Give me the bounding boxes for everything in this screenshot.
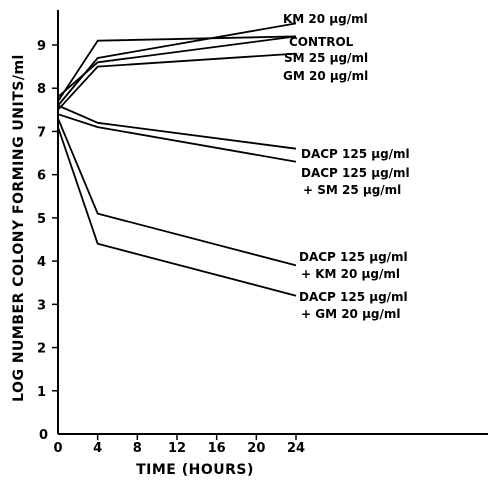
series-line bbox=[57, 35, 297, 102]
series-line bbox=[57, 35, 297, 98]
y-tick-label: 7 bbox=[37, 125, 46, 140]
series-lines bbox=[57, 22, 297, 297]
series-label: DACP 125 μg/ml + KM 20 μg/ml bbox=[299, 250, 408, 281]
y-tick-label: 1 bbox=[37, 385, 46, 400]
series-line bbox=[57, 113, 297, 163]
x-tick-label: 20 bbox=[247, 441, 265, 456]
y-tick-label: 5 bbox=[37, 212, 46, 227]
x-tick-label: 24 bbox=[287, 441, 305, 456]
series-labels: KM 20 μg/ml CONTROL SM 25 μg/ml GM 20 μg/ml… bbox=[283, 12, 410, 321]
series-label: GM 20 μg/ml bbox=[283, 69, 368, 83]
x-tick-label: 4 bbox=[93, 441, 102, 456]
x-tick-label: 0 bbox=[53, 441, 62, 456]
series-line bbox=[57, 126, 297, 297]
series-line bbox=[57, 118, 297, 267]
series-line bbox=[57, 52, 297, 111]
series-label: DACP 125 μg/ml + SM 25 μg/ml bbox=[301, 166, 410, 197]
series-line bbox=[57, 104, 297, 150]
y-tick-label: 9 bbox=[37, 39, 46, 54]
y-axis-origin-label: 0 bbox=[39, 428, 48, 443]
y-tick-label: 6 bbox=[37, 169, 46, 184]
series-label: KM 20 μg/ml bbox=[283, 12, 368, 26]
series-line bbox=[57, 22, 297, 107]
series-label: DACP 125 μg/ml + GM 20 μg/ml bbox=[299, 290, 408, 321]
y-tick-label: 3 bbox=[37, 298, 46, 313]
y-tick-label: 8 bbox=[37, 82, 46, 97]
series-label: CONTROL bbox=[289, 35, 354, 49]
y-axis-title: LOG NUMBER COLONY FORMING UNITS/ml bbox=[11, 54, 27, 402]
x-tick-label: 12 bbox=[168, 441, 186, 456]
x-tick-label: 8 bbox=[133, 441, 142, 456]
x-axis-title: TIME (HOURS) bbox=[136, 462, 254, 478]
series-label: SM 25 μg/ml bbox=[284, 51, 368, 65]
y-tick-label: 4 bbox=[37, 255, 46, 270]
x-tick-label: 16 bbox=[208, 441, 226, 456]
series-label: DACP 125 μg/ml bbox=[301, 147, 410, 161]
y-tick-label: 2 bbox=[37, 342, 46, 357]
